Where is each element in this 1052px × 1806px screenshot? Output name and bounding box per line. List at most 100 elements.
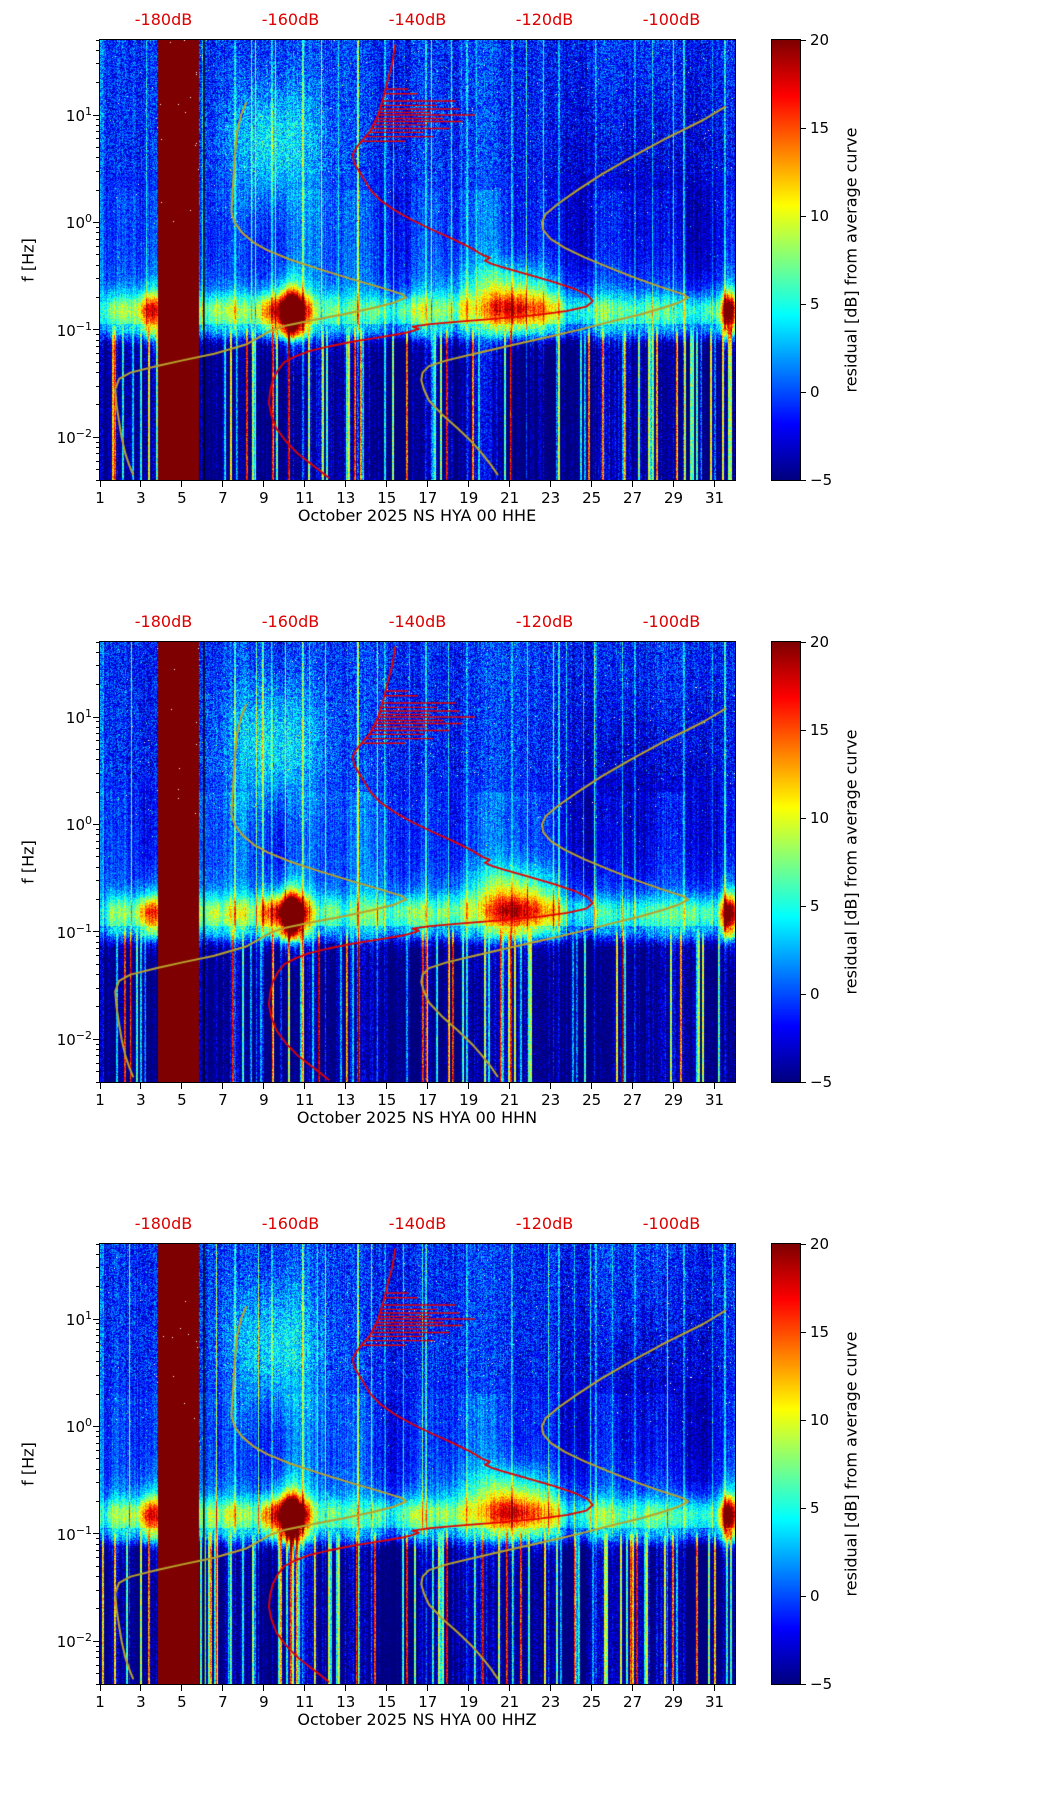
y-minor-tick <box>95 346 99 347</box>
y-minor-tick <box>95 866 99 868</box>
x-axis-title: October 2025 NS HYA 00 HHN <box>296 1108 538 1127</box>
colorbar-label: residual [dB] from average curve <box>841 1331 861 1597</box>
x-tick <box>222 481 224 487</box>
colorbar-tick-label: 5 <box>810 1498 820 1517</box>
y-minor-tick <box>95 238 99 240</box>
x-tick <box>140 1083 142 1089</box>
y-minor-tick <box>95 460 99 462</box>
spectrogram-panel-hhe: -180dB -160dB -140dB -120dB -100dB f [Hz… <box>0 0 1052 602</box>
y-minor-tick <box>95 726 99 728</box>
x-tick <box>386 481 388 487</box>
x-tick-label: 23 <box>541 1091 561 1109</box>
colorbar-tick-label: 5 <box>810 294 820 313</box>
y-tick <box>93 436 99 438</box>
x-tick <box>386 1083 388 1089</box>
x-tick <box>673 481 675 487</box>
y-minor-tick <box>95 1543 99 1545</box>
y-minor-tick <box>95 479 99 481</box>
colorbar-tick <box>801 641 806 643</box>
y-minor-tick <box>95 955 99 957</box>
x-tick-label: 19 <box>459 489 479 507</box>
x-tick-label: 5 <box>177 1693 187 1711</box>
y-tick-label: 10−2 <box>56 427 92 448</box>
colorbar-tick-label: 15 <box>810 720 830 739</box>
x-tick-label: 25 <box>582 1693 602 1711</box>
x-tick-label: 11 <box>295 489 315 507</box>
y-minor-tick <box>95 1043 99 1045</box>
x-tick-label: 19 <box>459 1091 479 1109</box>
y-tick-label: 10−2 <box>56 1029 92 1050</box>
colorbar-tick <box>801 391 806 393</box>
y-minor-tick <box>95 847 99 849</box>
top-db-tick-label: -120dB <box>515 1214 574 1233</box>
x-tick-label: 27 <box>623 1091 643 1109</box>
y-minor-tick <box>95 189 99 191</box>
x-tick-label: 1 <box>95 1693 105 1711</box>
y-minor-tick <box>95 1608 99 1610</box>
x-tick-label: 19 <box>459 1693 479 1711</box>
y-minor-tick <box>95 665 99 667</box>
y-minor-tick <box>95 339 99 341</box>
y-minor-tick <box>95 948 99 949</box>
y-minor-tick <box>95 245 99 247</box>
y-minor-tick <box>95 1323 99 1325</box>
x-tick <box>673 1685 675 1691</box>
spectrogram-canvas <box>99 641 736 1083</box>
y-minor-tick <box>95 146 99 148</box>
x-tick-label: 17 <box>418 489 438 507</box>
x-axis-title: October 2025 NS HYA 00 HHE <box>297 506 537 525</box>
spectrogram-canvas <box>99 39 736 481</box>
colorbar-tick-label: 10 <box>810 206 830 225</box>
y-minor-tick <box>95 232 99 234</box>
y-minor-tick <box>95 1550 99 1551</box>
y-tick <box>93 221 99 223</box>
y-minor-tick <box>95 834 99 836</box>
y-minor-tick <box>95 1286 99 1288</box>
x-tick <box>632 481 634 487</box>
y-minor-tick <box>95 453 99 455</box>
y-minor-tick <box>95 1253 99 1255</box>
y-minor-tick <box>95 899 99 901</box>
y-minor-tick <box>95 1442 99 1444</box>
x-tick <box>99 1685 101 1691</box>
y-minor-tick <box>95 1449 99 1451</box>
x-tick <box>427 481 429 487</box>
y-minor-tick <box>95 1049 99 1051</box>
y-minor-tick <box>95 469 99 471</box>
colorbar-tick <box>801 479 806 481</box>
y-minor-tick <box>95 63 99 65</box>
x-tick <box>591 1685 593 1691</box>
colorbar-tick-label: −5 <box>810 1674 833 1693</box>
y-minor-tick <box>95 1062 99 1064</box>
y-minor-tick <box>95 759 99 761</box>
y-minor-tick <box>95 987 99 989</box>
x-tick <box>550 1685 552 1691</box>
colorbar-tick <box>801 1331 806 1333</box>
colorbar-label: residual [dB] from average curve <box>841 729 861 995</box>
x-axis-title: October 2025 NS HYA 00 HHZ <box>297 1710 537 1729</box>
y-minor-tick <box>95 385 99 387</box>
x-tick <box>181 1685 183 1691</box>
x-tick-label: 1 <box>95 489 105 507</box>
colorbar-tick-label: 5 <box>810 896 820 915</box>
y-minor-tick <box>95 361 99 363</box>
y-minor-tick <box>95 1482 99 1484</box>
top-db-tick-label: -160dB <box>261 1214 320 1233</box>
y-minor-tick <box>95 82 99 84</box>
x-tick <box>714 481 716 487</box>
y-minor-tick <box>95 226 99 228</box>
colorbar <box>771 641 801 1083</box>
x-tick-label: 25 <box>582 489 602 507</box>
top-db-tick-label: -160dB <box>261 612 320 631</box>
y-minor-tick <box>95 936 99 938</box>
colorbar-tick-label: −5 <box>810 470 833 489</box>
colorbar-tick <box>801 303 806 305</box>
y-minor-tick <box>95 157 99 159</box>
x-tick-label: 5 <box>177 1091 187 1109</box>
x-tick-label: 31 <box>704 1693 725 1711</box>
x-tick <box>345 1685 347 1691</box>
y-minor-tick <box>95 278 99 280</box>
y-tick <box>93 716 99 718</box>
colorbar-tick-label: 15 <box>810 118 830 137</box>
colorbar-tick <box>801 39 806 41</box>
